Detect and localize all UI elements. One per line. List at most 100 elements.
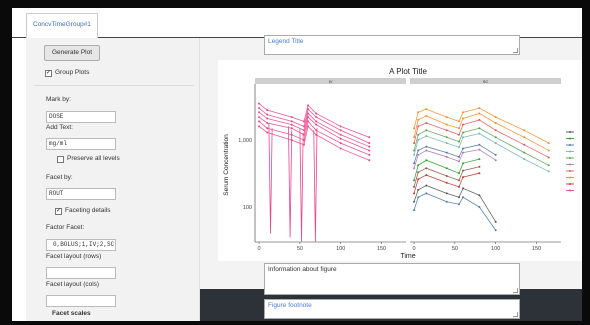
data-point xyxy=(457,179,460,182)
data-point xyxy=(462,136,465,139)
data-point xyxy=(478,112,481,115)
figure-footnote-input[interactable]: Figure footnote xyxy=(264,299,520,319)
facet-rows-input[interactable] xyxy=(46,267,116,279)
facet-cols-input[interactable] xyxy=(46,295,116,307)
data-point xyxy=(307,108,310,111)
data-point xyxy=(413,136,416,139)
data-point xyxy=(478,165,481,168)
facet-strip xyxy=(410,78,561,84)
data-point xyxy=(478,127,481,130)
data-point xyxy=(417,118,420,121)
legend-key-point xyxy=(569,163,571,166)
data-point xyxy=(494,121,497,124)
data-point xyxy=(478,118,481,121)
data-point xyxy=(547,149,550,152)
legend-key-point xyxy=(569,144,571,146)
legend-title-input[interactable]: Legend Title xyxy=(264,35,520,55)
legend-key-point xyxy=(569,137,571,140)
data-point xyxy=(425,145,428,148)
data-point xyxy=(368,153,371,156)
data-point xyxy=(339,147,342,150)
plot-area: A Plot Title Serum Concentration 100 1,000 I… xyxy=(218,60,582,261)
series-line xyxy=(288,126,293,238)
y-tick-label: 1,000 xyxy=(238,138,252,144)
x-tick-label: 50 xyxy=(297,246,303,252)
sidebar-divider xyxy=(34,85,194,86)
data-point xyxy=(302,143,305,146)
facet-strip-label: IV xyxy=(329,79,333,84)
facet-strip xyxy=(255,78,406,84)
generate-plot-button[interactable]: Generate Plot xyxy=(44,45,100,61)
data-point xyxy=(266,113,269,116)
data-point xyxy=(457,146,460,149)
facet-by-input[interactable]: ROUT xyxy=(46,188,116,200)
x-tick-label: 100 xyxy=(491,246,500,252)
data-point xyxy=(425,149,428,152)
preserve-levels-label: Preserve all levels xyxy=(67,155,120,162)
data-point xyxy=(417,196,420,199)
group-plots-checkbox[interactable]: ✓ xyxy=(45,70,52,77)
data-point xyxy=(425,108,428,111)
data-point xyxy=(457,127,460,130)
data-point xyxy=(413,209,416,212)
mark-by-label: Mark by: xyxy=(46,96,71,103)
data-point xyxy=(258,120,261,123)
data-point xyxy=(417,125,420,128)
data-point xyxy=(315,123,318,126)
figure-footnote-placeholder: Figure footnote xyxy=(268,302,312,309)
data-point xyxy=(417,178,420,181)
factor-facet-input[interactable]: 0,BOLUS;1,IV;2,SC xyxy=(46,239,116,251)
add-text-input[interactable]: mg/ml xyxy=(46,138,116,150)
data-point xyxy=(547,164,550,167)
data-point xyxy=(445,155,448,158)
facet-by-label: Facet by: xyxy=(46,174,73,181)
data-point xyxy=(445,200,448,203)
add-text-label: Add Text: xyxy=(46,124,73,131)
data-point xyxy=(445,181,448,184)
data-point xyxy=(413,200,416,203)
factor-facet-label: Factor Facet: xyxy=(46,224,85,231)
data-point xyxy=(307,112,310,115)
faceting-details-checkbox[interactable]: ✓ xyxy=(55,208,62,215)
figure-info-input[interactable]: Information about figure xyxy=(264,263,520,295)
y-axis-label: Serum Concentration xyxy=(223,134,230,196)
series-line xyxy=(258,116,370,151)
data-point xyxy=(457,172,460,175)
data-point xyxy=(457,140,460,143)
resize-handle[interactable] xyxy=(513,312,518,317)
data-point xyxy=(457,133,460,136)
tab-concvtimegroup[interactable]: ConcvTimeGroup#1 xyxy=(26,13,98,39)
data-point xyxy=(478,158,481,161)
data-point xyxy=(315,116,318,119)
x-axis-label: Time xyxy=(400,253,415,260)
window-frame-right xyxy=(582,0,590,325)
data-point xyxy=(547,156,550,159)
mark-by-input[interactable]: DOSE xyxy=(46,111,116,123)
data-point xyxy=(258,102,261,105)
data-point xyxy=(368,159,371,162)
preserve-levels-checkbox[interactable] xyxy=(57,156,64,163)
data-point xyxy=(494,159,497,162)
legend-key-point xyxy=(569,189,571,192)
legend-key-point xyxy=(569,170,571,172)
resize-handle[interactable] xyxy=(513,48,518,53)
data-point xyxy=(445,123,448,126)
data-point xyxy=(339,137,342,140)
resize-handle[interactable] xyxy=(513,288,518,293)
data-point xyxy=(417,153,420,156)
data-point xyxy=(290,120,293,123)
series-line xyxy=(413,119,549,158)
data-point xyxy=(413,185,416,188)
data-point xyxy=(413,162,416,165)
data-point xyxy=(462,111,465,114)
data-point xyxy=(547,142,550,145)
data-point xyxy=(462,196,465,199)
y-tick-label: 100 xyxy=(243,205,252,211)
data-point xyxy=(266,121,269,124)
data-point xyxy=(425,159,428,162)
data-point xyxy=(457,196,460,199)
window-frame-top xyxy=(0,0,590,8)
legend-key-point xyxy=(569,176,571,179)
series-line xyxy=(299,128,304,243)
data-point xyxy=(462,147,465,150)
